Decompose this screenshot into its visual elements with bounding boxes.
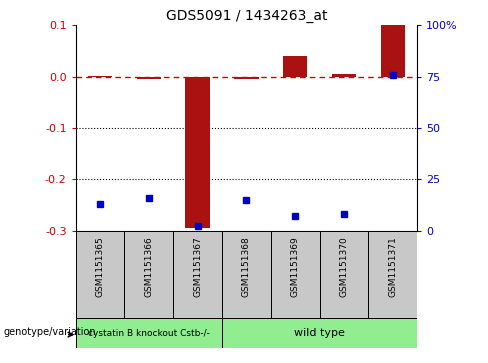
Bar <box>332 74 356 77</box>
Text: GSM1151371: GSM1151371 <box>388 237 397 297</box>
Bar <box>222 231 271 318</box>
Text: GSM1151366: GSM1151366 <box>144 237 153 297</box>
Bar <box>76 231 124 318</box>
Bar <box>234 77 259 79</box>
Bar <box>137 77 161 79</box>
Bar <box>124 231 173 318</box>
Bar <box>381 25 405 77</box>
Bar <box>173 231 222 318</box>
Bar <box>368 231 417 318</box>
Bar <box>222 318 417 348</box>
Text: GSM1151367: GSM1151367 <box>193 237 202 297</box>
Bar <box>88 76 112 77</box>
Bar <box>283 56 307 77</box>
Bar <box>76 318 222 348</box>
Text: GSM1151365: GSM1151365 <box>96 237 104 297</box>
Bar <box>271 231 320 318</box>
Text: GSM1151368: GSM1151368 <box>242 237 251 297</box>
Text: cystatin B knockout Cstb-/-: cystatin B knockout Cstb-/- <box>88 329 210 338</box>
Text: wild type: wild type <box>294 328 345 338</box>
Text: GSM1151369: GSM1151369 <box>291 237 300 297</box>
Text: genotype/variation: genotype/variation <box>3 326 96 337</box>
Bar <box>320 231 368 318</box>
Title: GDS5091 / 1434263_at: GDS5091 / 1434263_at <box>166 9 327 23</box>
Bar <box>185 77 210 228</box>
Text: GSM1151370: GSM1151370 <box>340 237 348 297</box>
